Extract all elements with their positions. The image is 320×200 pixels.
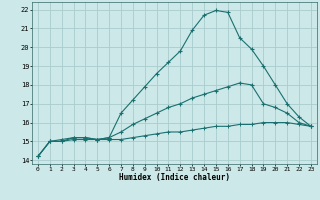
X-axis label: Humidex (Indice chaleur): Humidex (Indice chaleur) xyxy=(119,173,230,182)
